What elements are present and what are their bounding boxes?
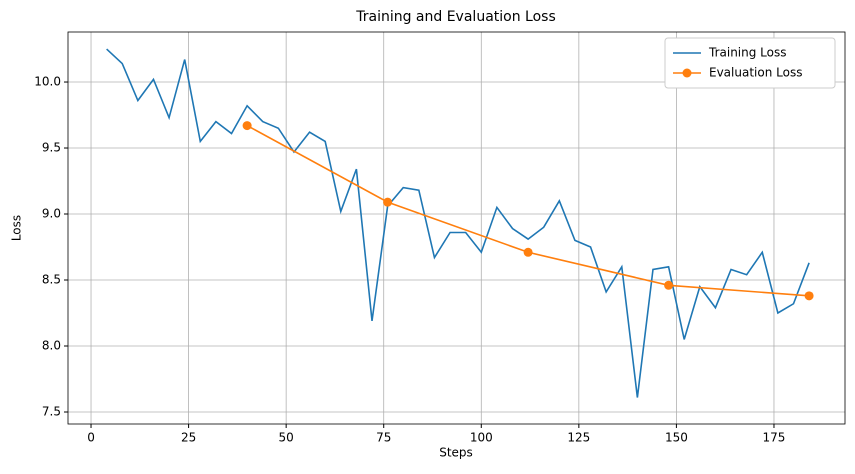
x-tick-label: 100 <box>470 431 493 445</box>
x-tick-label: 25 <box>181 431 196 445</box>
y-axis-label: Loss <box>10 215 24 241</box>
y-tick-label: 9.5 <box>42 141 61 155</box>
x-tick-label: 175 <box>763 431 786 445</box>
y-tick-label: 7.5 <box>42 404 61 418</box>
point <box>804 291 814 301</box>
legend-label: Training Loss <box>708 46 786 60</box>
x-axis-label: Steps <box>439 446 473 460</box>
line <box>106 48 810 398</box>
y-tick-label: 8.5 <box>42 273 61 287</box>
x-tick-label: 50 <box>279 431 294 445</box>
y-tick-label: 8.0 <box>42 338 61 352</box>
legend-marker <box>682 68 692 78</box>
point <box>523 247 533 257</box>
point <box>664 280 674 290</box>
chart-title: Training and Evaluation Loss <box>355 9 556 25</box>
x-tick-label: 125 <box>567 431 590 445</box>
x-tick-label: 150 <box>665 431 688 445</box>
legend-box <box>664 37 836 89</box>
point <box>242 121 252 131</box>
x-tick-label: 75 <box>376 431 391 445</box>
y-tick-label: 10.0 <box>34 75 61 89</box>
legend-label: Evaluation Loss <box>709 66 802 80</box>
y-tick-label: 9.0 <box>42 207 61 221</box>
line <box>246 124 810 297</box>
x-tick-label: 0 <box>87 431 95 445</box>
point <box>383 197 393 207</box>
plot-frame <box>67 31 846 425</box>
